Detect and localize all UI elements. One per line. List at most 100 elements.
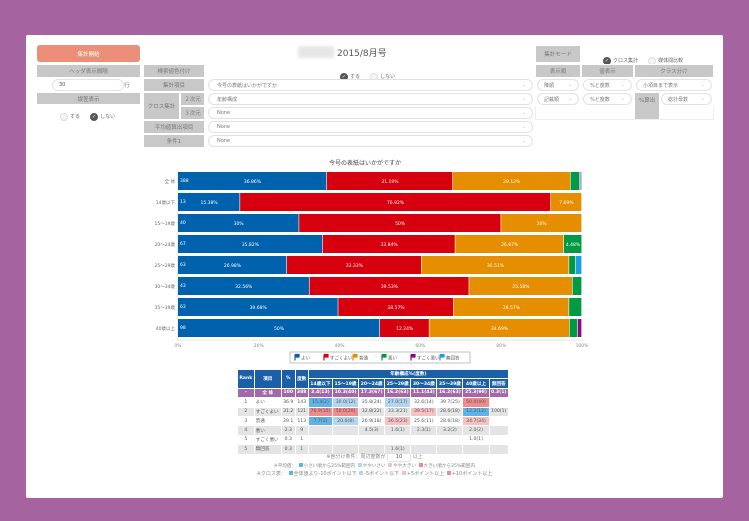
bar-value-label: 39.68% bbox=[250, 305, 268, 311]
bar-segment bbox=[569, 256, 575, 274]
row-pct: 0.3 bbox=[280, 434, 296, 446]
error-no-radio[interactable]: ✓ bbox=[90, 112, 99, 121]
bar-segment bbox=[429, 319, 569, 337]
bar-segment bbox=[572, 277, 582, 295]
count-label: 388 bbox=[180, 178, 189, 184]
highlight-no-label: しない bbox=[380, 74, 396, 80]
row-cell bbox=[307, 434, 334, 446]
error-yes-radio[interactable] bbox=[60, 112, 68, 121]
chevron-down-icon: ⌄ bbox=[521, 82, 526, 88]
header-interval-label: ヘッダ表示間隔 bbox=[36, 64, 141, 78]
row-cell: 50.0(20) bbox=[331, 406, 360, 417]
bar-value-label: 4.48% bbox=[566, 242, 581, 248]
value-select-2-value: %と度数 bbox=[590, 96, 610, 103]
swatch-icon bbox=[359, 471, 364, 475]
condition-label: 条件1 bbox=[143, 134, 205, 148]
total-cell: 16.2(63) bbox=[384, 387, 412, 399]
row-cell bbox=[307, 444, 334, 455]
row-cell bbox=[384, 434, 412, 446]
row-cell: 36.5(23) bbox=[384, 415, 412, 427]
count-label: 63 bbox=[180, 262, 186, 268]
dim2-label: ２次元 bbox=[180, 92, 205, 106]
bar-segment bbox=[577, 319, 582, 337]
chevron-down-icon: ⌄ bbox=[521, 138, 526, 144]
row-cell: 35.8(24) bbox=[358, 397, 386, 408]
avg-legend-item: 大きい順から25%範囲内 bbox=[423, 464, 476, 469]
value-select-1[interactable]: %と度数 ⌄ bbox=[583, 79, 632, 91]
color-condition-suffix: 以上 bbox=[412, 454, 423, 460]
bar-value-label: 29.12% bbox=[503, 179, 521, 185]
row-rank: 1 bbox=[237, 397, 255, 408]
avg-legend-item: ややいさい bbox=[362, 464, 386, 469]
item-select[interactable]: 今号の表紙はいかがですか ⌄ bbox=[208, 79, 533, 91]
bar-value-label: 50% bbox=[274, 326, 285, 332]
header-interval-input[interactable]: 30 bbox=[52, 79, 124, 91]
row-item: よい bbox=[253, 397, 282, 408]
chart-title: 今号の表紙はいかがですか bbox=[329, 159, 401, 167]
row-count: 9 bbox=[294, 425, 309, 436]
bar-value-label: 50% bbox=[395, 221, 406, 227]
dim3-label: ３次元 bbox=[180, 106, 205, 120]
bar-value-label: 25.58% bbox=[512, 284, 530, 290]
count-label: 98 bbox=[180, 325, 186, 331]
row-cell: 28.6(18) bbox=[436, 406, 464, 417]
cross-table: Rank 項目% 度数 年齢構成%(度数) 14歳以下 15〜19歳 20〜24歳 25〜29… bbox=[237, 368, 510, 455]
row-cell bbox=[436, 434, 464, 446]
row-cell: 32.6(14) bbox=[410, 397, 438, 408]
bar-value-label: 30% bbox=[234, 221, 245, 227]
chevron-down-icon: ⌄ bbox=[620, 82, 625, 88]
pct-select[interactable]: 総計母数 ⌄ bbox=[661, 93, 712, 105]
mode-cross-label: クロス集計 bbox=[613, 58, 639, 64]
row-cell bbox=[331, 434, 360, 446]
dim2-select[interactable]: 年齢構成 ⌄ bbox=[208, 93, 533, 105]
bar-segment bbox=[309, 277, 469, 295]
bar-segment bbox=[178, 235, 323, 253]
row-cell: 28.6(18) bbox=[436, 415, 464, 427]
total-rank: - bbox=[237, 387, 255, 399]
highlight-yes-label: する bbox=[350, 74, 361, 80]
row-item: すごくよい bbox=[253, 406, 282, 417]
chevron-down-icon: ⌄ bbox=[521, 96, 526, 102]
table-row: 2 すごくよい 31.2 121 76.9(10) 50.0(20) 32.8(22) 33.… bbox=[237, 406, 510, 417]
avg-select[interactable]: None ⌄ bbox=[208, 121, 533, 133]
avg-legend-item: やや大きい bbox=[393, 464, 417, 469]
flag-icon bbox=[352, 353, 358, 361]
order-select-1[interactable]: 降順 ⌄ bbox=[537, 79, 579, 91]
pct-label: %算出 bbox=[634, 92, 660, 120]
bar-segment bbox=[178, 214, 299, 232]
bar-value-label: 35.82% bbox=[242, 242, 260, 248]
error-no-label: しない bbox=[100, 114, 116, 120]
row-count: 113 bbox=[294, 415, 309, 427]
value-select-2[interactable]: %と度数 ⌄ bbox=[583, 93, 632, 105]
count-label: 13 bbox=[180, 199, 186, 205]
dim3-select[interactable]: None ⌄ bbox=[208, 107, 533, 119]
swatch-icon bbox=[418, 463, 423, 467]
bar-segment bbox=[550, 193, 582, 211]
start-aggregation-button[interactable]: 集計開始 bbox=[37, 45, 140, 62]
cross-legend-item: +10ポイント以上 bbox=[451, 471, 493, 477]
flag-icon bbox=[439, 353, 445, 361]
threshold-input[interactable]: 10 bbox=[387, 452, 412, 462]
cross-legend-item: -5ポイント以下 bbox=[364, 471, 400, 477]
total-pct: 100 bbox=[280, 387, 296, 399]
header-col: 40歳以上 bbox=[462, 378, 490, 389]
legend-label: 普通 bbox=[359, 355, 368, 362]
swatch-icon bbox=[298, 463, 303, 467]
legend-label: すごくよい bbox=[330, 355, 353, 362]
row-rank: 3 bbox=[237, 415, 255, 427]
bar-segment bbox=[338, 298, 454, 316]
row-cell: 33.3(21) bbox=[384, 406, 412, 417]
bar-value-label: 7.69% bbox=[559, 200, 574, 206]
class-select[interactable]: 小項目まで表示 ⌄ bbox=[636, 79, 712, 91]
condition-select[interactable]: None ⌄ bbox=[208, 135, 533, 147]
error-display-label: 誤差表示 bbox=[36, 92, 141, 105]
item-select-value: 今号の表紙はいかがですか bbox=[217, 82, 278, 89]
order-select-2[interactable]: 記載順 ⌄ bbox=[537, 93, 579, 105]
cross-label: クロス集計 bbox=[143, 92, 180, 120]
row-cell bbox=[488, 397, 510, 408]
row-cell bbox=[488, 434, 510, 446]
row-rank: 2 bbox=[237, 406, 255, 417]
total-item: 全 体 bbox=[253, 387, 282, 399]
chevron-down-icon: ⌄ bbox=[620, 96, 625, 102]
flag-icon bbox=[381, 353, 387, 361]
